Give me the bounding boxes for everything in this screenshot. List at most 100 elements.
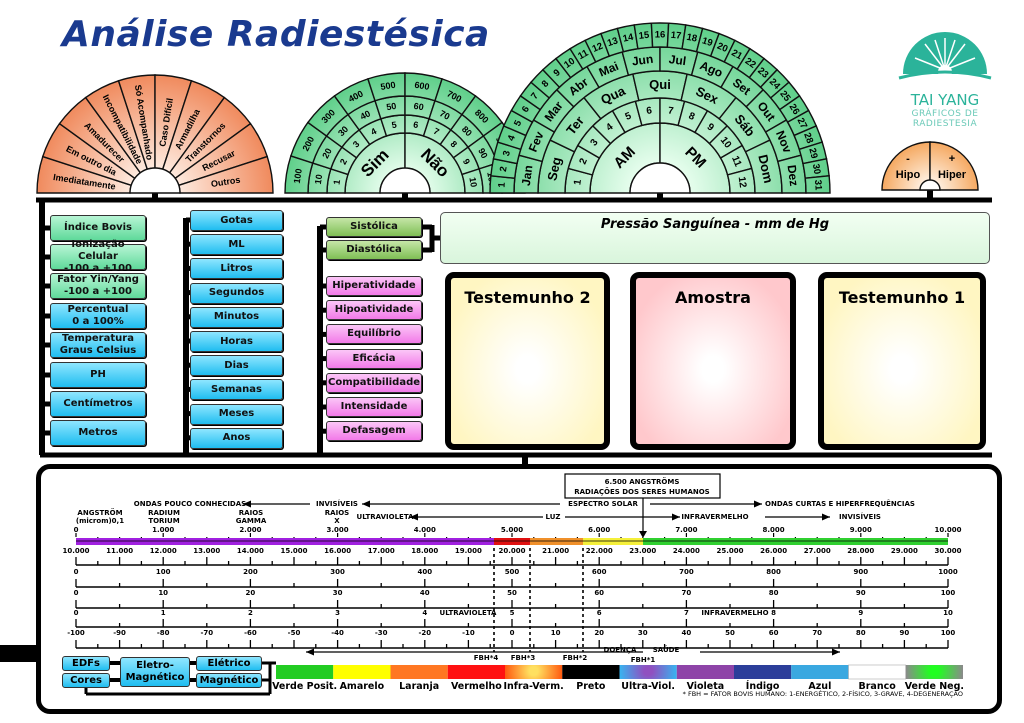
spectrum-band (583, 538, 643, 545)
state-5-button[interactable]: Compatibilidade (326, 372, 422, 393)
state-5-button-label: Compatibilidade (327, 376, 421, 388)
scale-pm100-label: 0 (510, 629, 515, 637)
hundreds-fan-label: 100 (292, 168, 304, 184)
hipo-hiper-sign: + (949, 153, 955, 165)
witness-2-box[interactable]: Testemunho 2 (445, 272, 610, 450)
arrow-right-head (672, 513, 680, 521)
electromagnetic-button[interactable]: Eletro- Magnético (120, 657, 190, 687)
cores-button[interactable]: Cores (62, 673, 110, 688)
edfs-button[interactable]: EDFs (62, 656, 110, 671)
measure-7-button-label: Centímetros (63, 398, 133, 409)
color-swatch[interactable] (791, 665, 849, 679)
unit-semanas-button[interactable]: Semanas (190, 379, 283, 401)
unit-ml-button[interactable]: ML (190, 234, 283, 256)
hours-fan-label: 6 (646, 105, 653, 117)
measure-2-button-label: -100 a +100 (64, 263, 132, 274)
annotation: RAIOS (239, 509, 263, 517)
state-2-button[interactable]: Hipoatividade (326, 300, 422, 321)
unit-gotas-button[interactable]: Gotas (190, 210, 283, 231)
scale-10k-label: 17.000 (368, 547, 395, 555)
color-swatch[interactable] (447, 665, 505, 679)
blood-pressure-title: Pressão Sanguínea - mm de Hg (600, 217, 830, 232)
hipo-hiper-sign: - (906, 153, 910, 165)
blood-pressure-scale[interactable]: Pressão Sanguínea - mm de Hg (440, 212, 990, 264)
scale-100-label: 70 (682, 589, 692, 597)
scale-10k-label: 12.000 (150, 547, 177, 555)
measure-6-button[interactable]: PH (50, 362, 146, 388)
sample-box[interactable]: Amostra (630, 272, 796, 450)
scale-10k-label: 28.000 (847, 547, 874, 555)
witness-2-label: Testemunho 2 (464, 288, 591, 307)
state-4-button-label: Eficácia (352, 352, 396, 364)
unit-horas-button-label: Horas (220, 335, 253, 347)
color-swatch[interactable] (562, 665, 620, 679)
measure-1-button[interactable]: Índice Bovis (50, 215, 146, 241)
day-fan-label: 31 (812, 179, 824, 191)
state-3-button[interactable]: Equilíbrio (326, 324, 422, 345)
annotation: TORIUM (148, 517, 179, 525)
systolic-label: Sistólica (350, 221, 398, 232)
witness-1-box[interactable]: Testemunho 1 (818, 272, 986, 450)
day-fan-label: 28 (801, 131, 815, 145)
scale-pm100-label: 10 (551, 629, 561, 637)
color-swatch[interactable] (676, 665, 734, 679)
spectrum-band (494, 538, 530, 545)
hipo-hiper-sector[interactable] (929, 141, 979, 191)
scale-100-label: 50 (507, 589, 517, 597)
color-swatch[interactable] (333, 665, 391, 679)
scale-10k-label: 11.000 (106, 547, 133, 555)
measure-3-button[interactable]: Fator Yin/Yang -100 a +100 (50, 273, 146, 299)
unit-anos-button-label: Anos (222, 432, 251, 444)
hipo-hiper-sector[interactable] (881, 141, 931, 191)
day-fan-label: 29 (806, 147, 819, 160)
month-fan-label: Jun (631, 52, 654, 69)
electromagnetic-label: Magnético (125, 672, 185, 683)
arrow-right-head (754, 500, 762, 508)
month-fan-label: Dez (785, 164, 802, 187)
unit-anos-button[interactable]: Anos (190, 427, 283, 449)
diastolic-button[interactable]: Diastólica (326, 240, 422, 260)
logo-subtitle: GRÁFICOS DE (911, 109, 979, 119)
color-swatch[interactable] (619, 665, 677, 679)
day-fan-sector[interactable] (804, 175, 831, 194)
day-fan-label: 6 (520, 104, 532, 114)
measure-6-button-label: PH (90, 369, 106, 380)
color-swatch[interactable] (390, 665, 448, 679)
measure-7-button[interactable]: Centímetros (50, 391, 146, 417)
measure-4-button[interactable]: Percentual 0 a 100% (50, 303, 146, 329)
measure-5-button[interactable]: Temperatura Graus Celsius (50, 332, 146, 358)
health-label: SAÚDE (653, 645, 680, 654)
unit-dias-button[interactable]: Dias (190, 355, 283, 377)
unit-dias-button-label: Dias (224, 359, 249, 371)
spectrum-band (530, 538, 583, 545)
unit-meses-button-label: Meses (218, 408, 255, 420)
callout-arrow-head (639, 531, 647, 538)
unit-horas-button[interactable]: Horas (190, 331, 283, 352)
sample-label: Amostra (675, 288, 751, 307)
state-4-button[interactable]: Eficácia (326, 348, 422, 369)
unit-litros-button-label: Litros (220, 262, 253, 274)
unit-minutos-button[interactable]: Minutos (190, 306, 283, 328)
color-swatch[interactable] (905, 665, 963, 679)
color-swatch[interactable] (734, 665, 792, 679)
state-7-button[interactable]: Defasagem (326, 421, 422, 442)
color-swatch[interactable] (505, 665, 563, 679)
scale-100-label: 60 (594, 589, 604, 597)
unit-segundos-button[interactable]: Segundos (190, 282, 283, 304)
ones-fan-label: 3 (351, 139, 362, 150)
scale-10k-label: 29.000 (891, 547, 918, 555)
measure-8-button[interactable]: Metros (50, 420, 146, 446)
unit-litros-button[interactable]: Litros (190, 258, 283, 280)
color-swatch[interactable] (276, 665, 334, 679)
magnetic-button[interactable]: Magnético (196, 673, 262, 688)
electric-button[interactable]: Elétrico (196, 656, 262, 671)
measure-2-button[interactable]: Ionização Celular -100 a +100 (50, 239, 146, 274)
state-6-button[interactable]: Intensidade (326, 397, 422, 417)
systolic-button[interactable]: Sistólica (326, 217, 422, 237)
scale-10k-label: 27.000 (804, 547, 831, 555)
arrow-right-head (822, 513, 830, 521)
unit-meses-button[interactable]: Meses (190, 403, 283, 425)
fbh-label: FBH*2 (563, 654, 588, 662)
ones-fan-label: 7 (432, 126, 441, 137)
state-1-button[interactable]: Hiperatividade (326, 276, 422, 296)
